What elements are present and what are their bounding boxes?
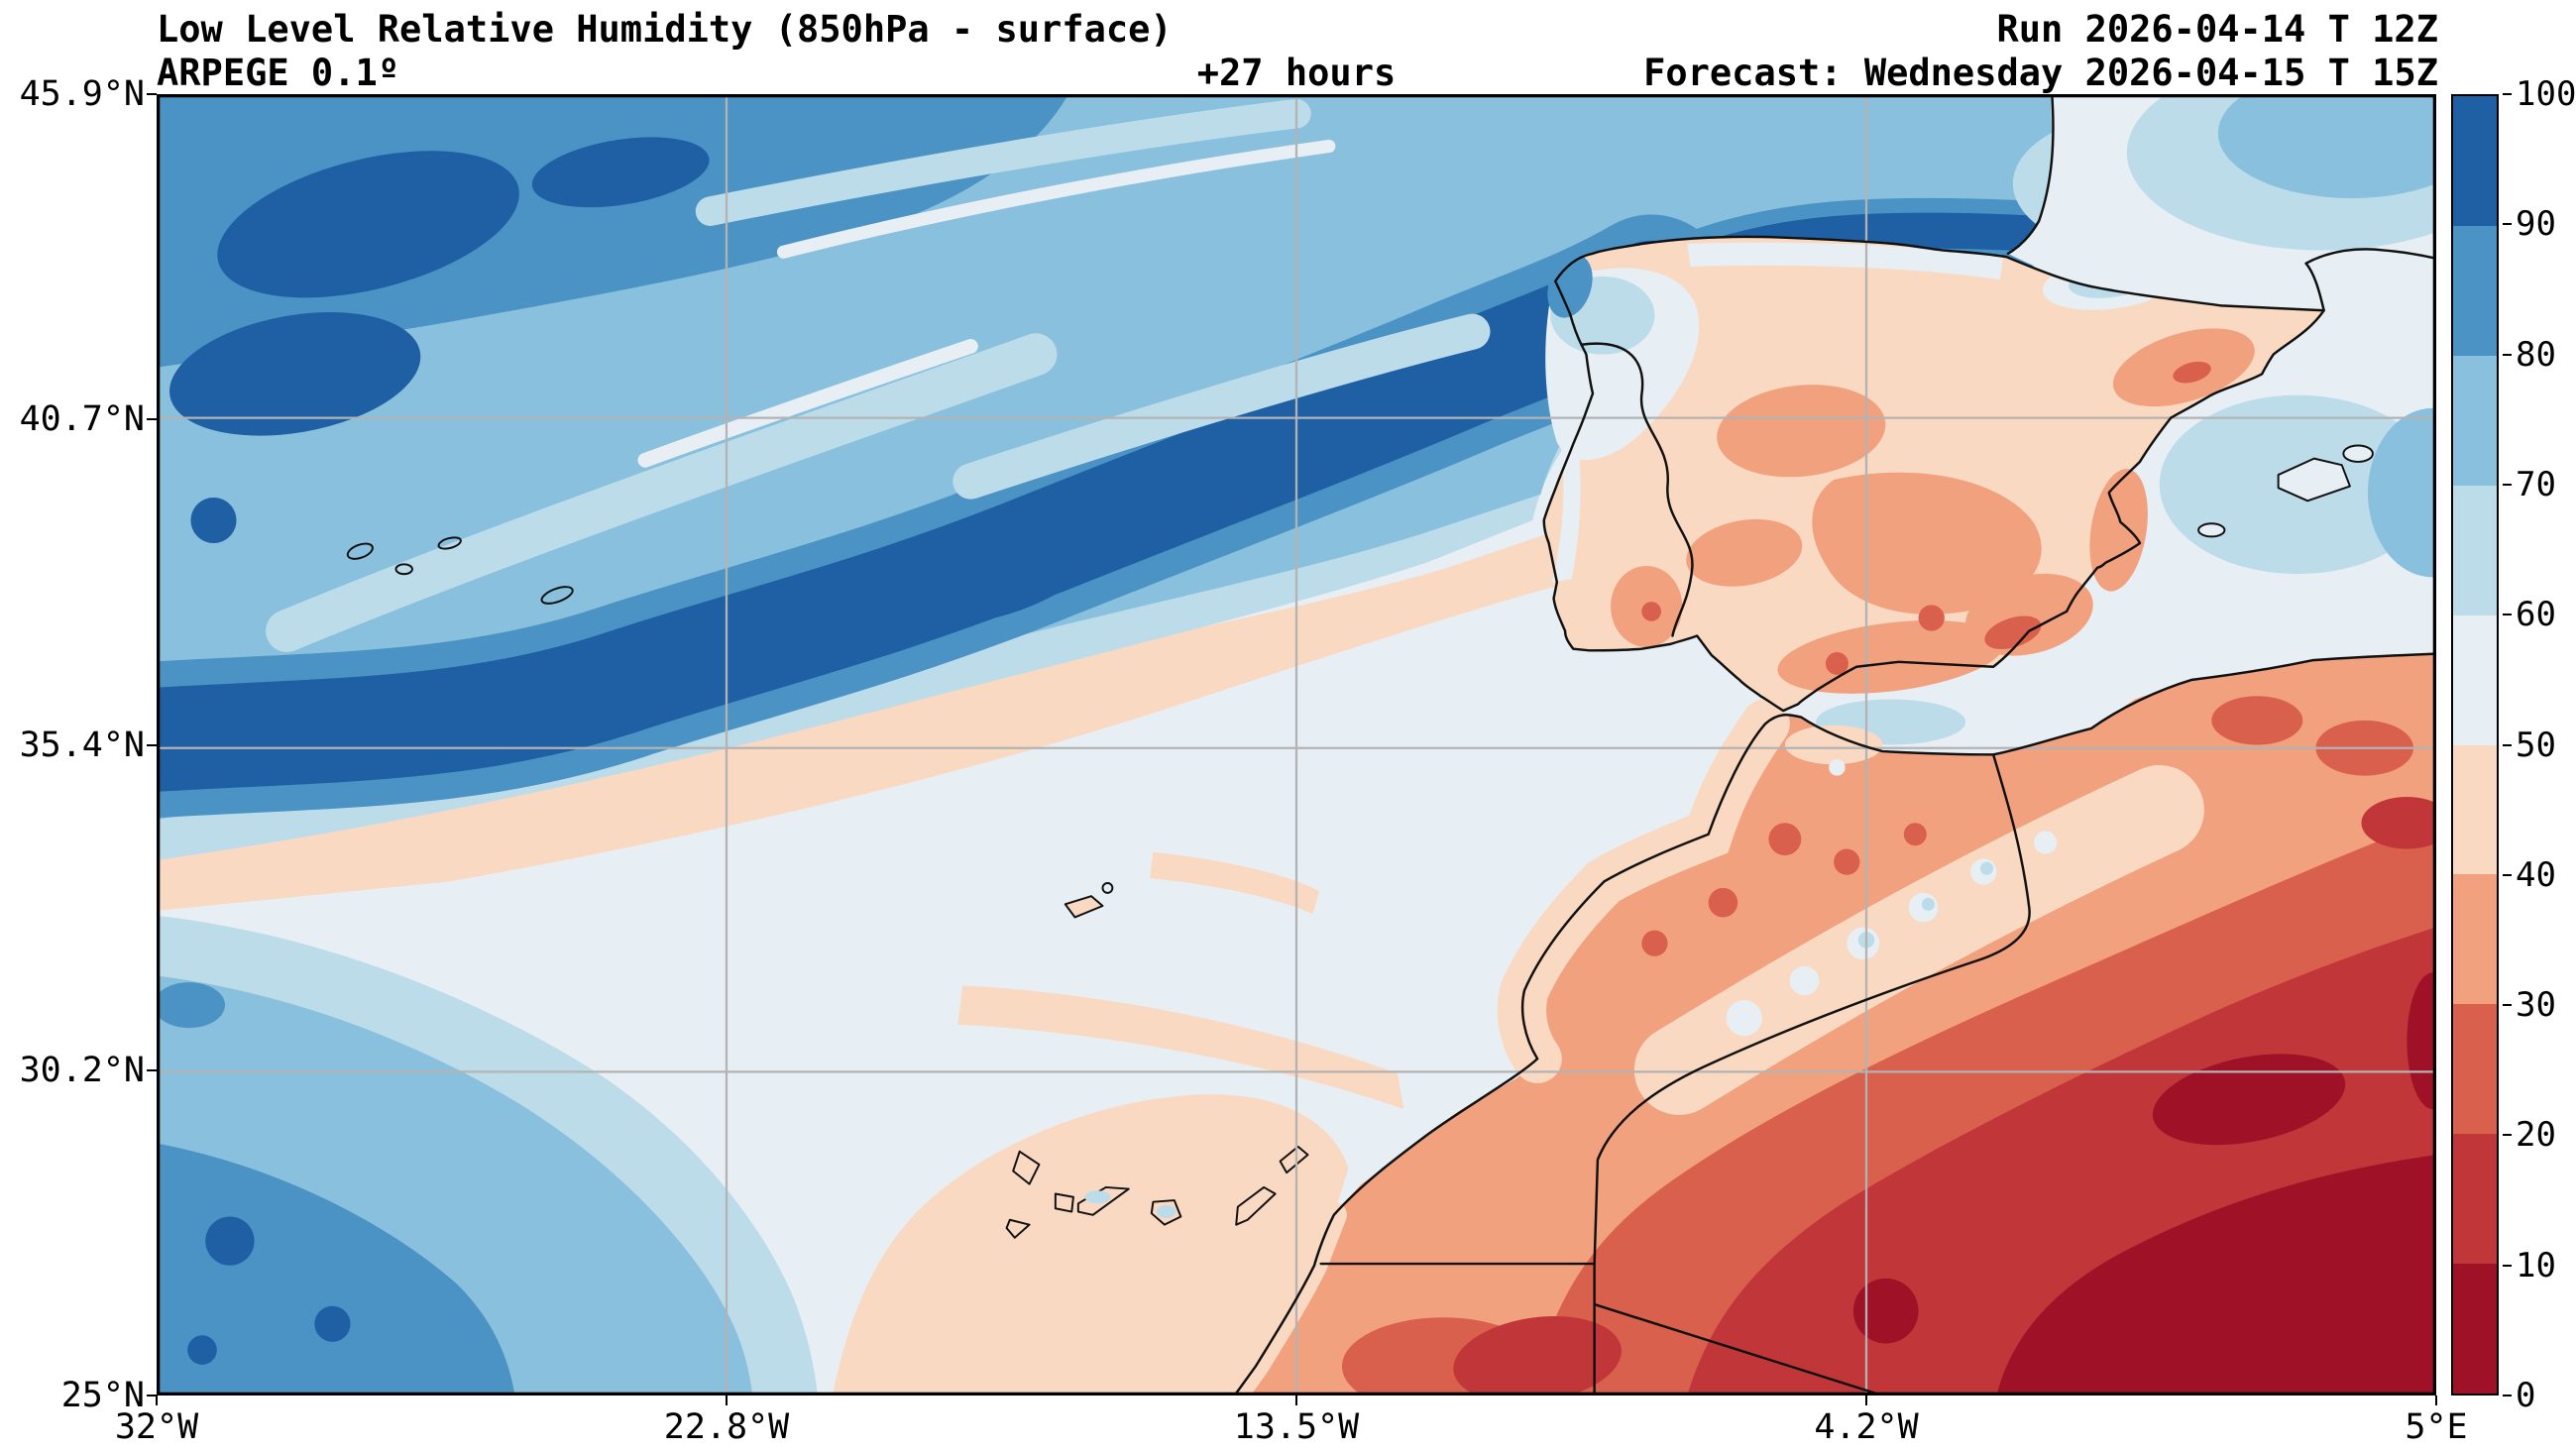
plot-frame: [157, 94, 2436, 1396]
colorbar-tick-label: 60: [2516, 595, 2556, 635]
colorbar-tickmark: [2503, 614, 2512, 616]
x-tick-label: 32°W: [114, 1407, 199, 1447]
africa-coastline: [1233, 652, 2436, 1396]
france-atlantic-coastline: [2006, 94, 2055, 256]
colorbar-tick-label: 100: [2516, 74, 2576, 114]
forecast-label: Forecast: Wednesday 2026-04-15 T 15Z: [1643, 52, 2438, 94]
iberia-landfill: [1543, 236, 2324, 712]
colorbar-tickmark: [2503, 1004, 2512, 1007]
y-tickmark: [147, 1395, 157, 1396]
y-tick-label: 35.4°N: [19, 725, 145, 765]
colorbar-segment: [2453, 874, 2497, 1005]
colorbar-tickmark: [2503, 1395, 2512, 1396]
colorbar-tickmark: [2503, 353, 2512, 356]
colorbar-tickmark: [2503, 93, 2512, 95]
colorbar-tick-label: 70: [2516, 464, 2556, 504]
colorbar-tickmark: [2503, 743, 2512, 746]
colorbar-segment: [2453, 225, 2497, 356]
humidity-map-svg: [157, 94, 2436, 1396]
coastlines: [1233, 94, 2436, 1396]
map-plot: [157, 94, 2436, 1396]
western-sahara-borders: [1319, 1262, 1884, 1396]
x-tick-label: 5°E: [2405, 1407, 2468, 1447]
x-tickmark: [156, 1396, 158, 1405]
colorbar-segment: [2453, 355, 2497, 486]
colorbar: [2451, 94, 2499, 1396]
land-france: [2007, 94, 2436, 311]
colorbar-segment: [2453, 1004, 2497, 1135]
page-title: Low Level Relative Humidity (850hPa - su…: [157, 8, 1173, 51]
y-tickmark: [147, 743, 157, 746]
colorbar-tick-label: 40: [2516, 854, 2556, 895]
morocco-algeria-border: [1593, 753, 2031, 1266]
y-tick-label: 25°N: [60, 1376, 145, 1415]
colorbar-segment: [2453, 485, 2497, 615]
x-tickmark: [726, 1396, 728, 1405]
x-tick-label: 13.5°W: [1233, 1407, 1360, 1447]
x-tickmark: [1865, 1396, 1867, 1405]
y-tickmark: [147, 93, 157, 95]
colorbar-segment: [2453, 744, 2497, 875]
land-africa: [1221, 653, 2436, 1396]
x-tickmark: [1295, 1396, 1297, 1405]
run-label: Run 2026-04-14 T 12Z: [1996, 8, 2438, 51]
x-tickmark: [2435, 1396, 2437, 1405]
y-tickmark: [147, 418, 157, 421]
colorbar-tick-label: 20: [2516, 1115, 2556, 1156]
colorbar-tick-label: 10: [2516, 1245, 2556, 1285]
spain-portugal-border: [1580, 342, 1694, 637]
colorbar-tick-label: 90: [2516, 204, 2556, 245]
graticule: [157, 94, 2436, 1396]
model-label: ARPEGE 0.1º: [157, 52, 400, 94]
colorbar-tick-label: 50: [2516, 725, 2556, 765]
x-tick-label: 4.2°W: [1814, 1407, 1919, 1447]
colorbar-tickmark: [2503, 1134, 2512, 1137]
colorbar-tickmark: [2503, 873, 2512, 876]
colorbar-tick-label: 30: [2516, 985, 2556, 1026]
y-tick-label: 30.2°N: [19, 1050, 145, 1090]
x-tick-label: 22.8°W: [663, 1407, 790, 1447]
france-mediterranean-coastline: [2304, 248, 2436, 312]
colorbar-segment: [2453, 1134, 2497, 1265]
y-tick-label: 40.7°N: [19, 399, 145, 440]
y-tickmark: [147, 1068, 157, 1071]
colorbar-tick-label: 80: [2516, 334, 2556, 375]
islands: [346, 444, 2374, 1239]
y-tick-label: 45.9°N: [19, 74, 145, 114]
colorbar-segment: [2453, 1264, 2497, 1395]
iberia-coastline: [1542, 235, 2325, 713]
colorbar-tick-label: 0: [2516, 1376, 2536, 1415]
lead-time-label: +27 hours: [1196, 52, 1397, 94]
colorbar-segment: [2453, 96, 2497, 226]
colorbar-segment: [2453, 614, 2497, 745]
colorbar-tickmark: [2503, 1264, 2512, 1267]
colorbar-tickmark: [2503, 223, 2512, 226]
colorbar-tickmark: [2503, 483, 2512, 486]
